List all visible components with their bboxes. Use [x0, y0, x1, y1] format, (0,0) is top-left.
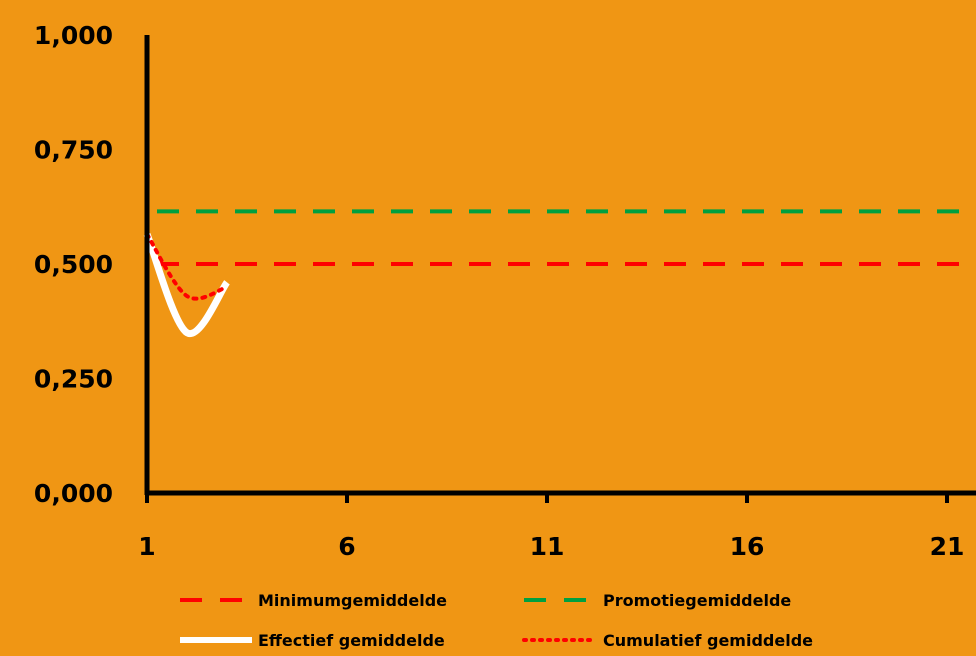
legend-label: Cumulatief gemiddelde: [603, 631, 813, 650]
y-tick-label: 0,250: [34, 365, 113, 394]
y-tick-label: 1,000: [34, 21, 113, 50]
y-tick-label: 0,000: [34, 479, 113, 508]
series-effectief-gemiddelde: [143, 232, 230, 337]
y-tick-label: 0,750: [34, 136, 113, 165]
legend-item: Effectief gemiddelde: [180, 631, 445, 650]
legend-item: Minimumgemiddelde: [180, 591, 447, 610]
x-tick-label: 6: [338, 532, 355, 561]
legend-label: Promotiegemiddelde: [603, 591, 791, 610]
series-layer: [143, 209, 976, 337]
series-cumulatief-gemiddelde: [145, 232, 229, 301]
legend-label: Minimumgemiddelde: [258, 591, 447, 610]
legend-item: Cumulatief gemiddelde: [522, 631, 813, 650]
x-tick-label: 21: [930, 532, 965, 561]
x-tick-label: 16: [730, 532, 765, 561]
legend: Minimumgemiddelde Promotiegemiddelde Effec…: [180, 591, 813, 650]
x-tick-label: 1: [138, 532, 155, 561]
legend-item: Promotiegemiddelde: [524, 591, 791, 610]
axes-layer: [144, 35, 976, 496]
x-tick-label: 11: [530, 532, 565, 561]
y-tick-label: 0,500: [34, 250, 113, 279]
legend-label: Effectief gemiddelde: [258, 631, 445, 650]
